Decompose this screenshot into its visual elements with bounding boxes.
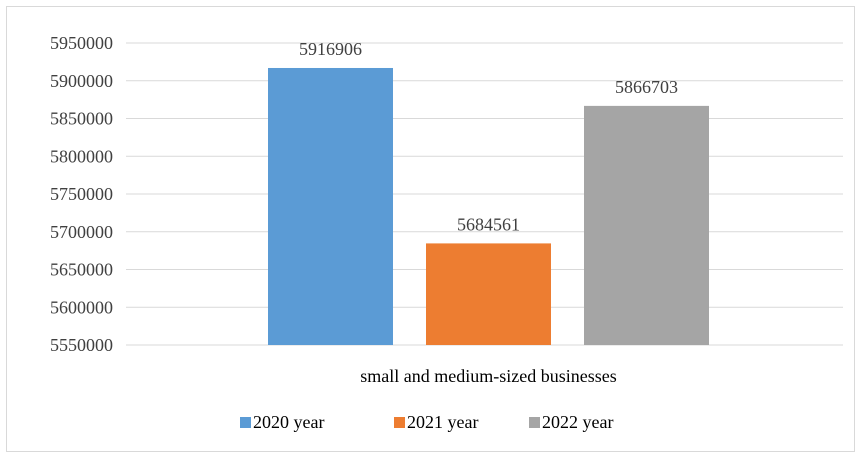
legend-swatch [529, 417, 540, 428]
y-tick-label: 5550000 [50, 335, 113, 355]
x-axis-category-label: small and medium-sized businesses [360, 366, 616, 386]
y-axis-tick-labels: 5550000 5600000 5650000 5700000 5750000 58000… [50, 33, 113, 355]
y-tick-label: 5850000 [50, 109, 113, 129]
y-tick-label: 5900000 [50, 71, 113, 91]
y-tick-label: 5700000 [50, 222, 113, 242]
y-tick-label: 5600000 [50, 297, 113, 317]
legend-label: 2020 year [253, 412, 324, 432]
y-tick-label: 5750000 [50, 184, 113, 204]
legend-swatch [240, 417, 251, 428]
gridlines [126, 42, 843, 346]
legend-swatch [394, 417, 405, 428]
y-tick-label: 5800000 [50, 146, 113, 166]
data-labels: 5916906 5684561 5866703 [299, 39, 678, 234]
data-label: 5684561 [457, 214, 520, 234]
legend-label: 2021 year [407, 412, 478, 432]
bars [268, 67, 709, 346]
y-tick-label: 5950000 [50, 33, 113, 53]
bar-2022-year [584, 105, 709, 345]
data-label: 5916906 [299, 39, 362, 59]
bar-2021-year [426, 243, 551, 345]
y-tick-label: 5650000 [50, 260, 113, 280]
legend-label: 2022 year [542, 412, 613, 432]
bar-2020-year [268, 67, 393, 346]
legend: 2020 year 2021 year 2022 year [240, 412, 613, 432]
data-label: 5866703 [615, 77, 678, 97]
